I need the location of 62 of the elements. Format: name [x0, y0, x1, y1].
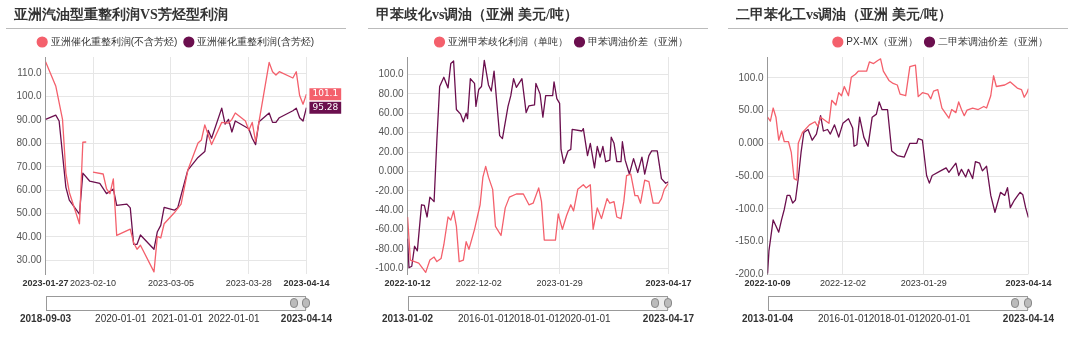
legend-label: 亚洲催化重整利润(含芳烃)	[197, 35, 315, 47]
y-tick-label: -50.00	[735, 169, 765, 181]
y-tick-label: 80.00	[16, 137, 43, 149]
legend-label: 甲苯调油价差（亚洲）	[588, 35, 688, 47]
y-tick-label: 90.00	[16, 113, 43, 125]
x-tick-label: 2023-04-14	[283, 278, 330, 289]
y-tick-label: 60.00	[378, 106, 405, 118]
x-tick-label: 2023-01-29	[900, 278, 947, 289]
x-tick-label: 2023-04-17	[645, 278, 692, 289]
x-tick-label: 2023-03-28	[225, 278, 272, 289]
x-tick-label: 2023-03-05	[147, 278, 194, 289]
y-tick-label: 50.00	[16, 207, 43, 219]
y-tick-label: -200.0	[735, 267, 765, 279]
y-tick-label: -100.0	[735, 202, 765, 214]
legend-label: 亚洲催化重整利润(不含芳烃)	[50, 35, 178, 47]
y-tick-label: -100.0	[375, 262, 405, 274]
x2-tick-label: 2023-04-14	[1002, 312, 1055, 324]
y-tick-label: -20.00	[375, 184, 405, 196]
y-tick-label: 100.0	[16, 90, 43, 102]
y-tick-label: 40.00	[16, 230, 43, 242]
y-tick-label: 100.0	[378, 68, 405, 80]
y-tick-label: 50.00	[738, 104, 765, 116]
x2-tick-label: 2020-01-01	[95, 312, 147, 324]
x-tick-label: 2022-10-12	[384, 278, 431, 289]
x2-tick-label: 2018-09-03	[20, 312, 72, 324]
annotation: 101.1	[312, 88, 339, 99]
x2-tick-label: 2023-04-14	[280, 312, 333, 324]
x-tick-label: 2023-01-29	[536, 278, 583, 289]
x-tick-label: 2022-10-09	[744, 278, 791, 289]
x2-tick-label: 2016-01-01	[817, 312, 870, 324]
y-tick-label: 40.00	[378, 126, 405, 138]
x2-tick-label: 2016-01-01	[457, 312, 510, 324]
y-tick-label: 0.000	[378, 165, 405, 177]
x-tick-label: 2022-12-02	[455, 278, 502, 289]
y-tick-label: 30.00	[16, 253, 43, 265]
chart-title: 甲苯歧化vs调油（亚洲 美元/吨）	[368, 4, 708, 29]
legend-label: 亚洲甲苯歧化利润（单吨）	[448, 35, 568, 47]
y-tick-label: 20.00	[378, 145, 405, 157]
chart-title: 二甲苯化工vs调油（亚洲 美元/吨）	[728, 4, 1068, 29]
y-tick-label: 110.0	[17, 67, 42, 79]
x2-tick-label: 2013-01-04	[742, 312, 794, 324]
x-tick-label: 2023-02-10	[69, 278, 117, 289]
x-tick-label: 2022-12-02	[819, 278, 866, 289]
x2-tick-label: 2013-01-02	[382, 312, 434, 324]
y-tick-label: 60.00	[16, 183, 43, 195]
y-tick-label: -40.00	[375, 203, 405, 215]
y-tick-label: 100.0	[738, 71, 765, 83]
x2-tick-label: 2021-01-01	[151, 312, 204, 324]
y-tick-label: 0.000	[738, 137, 765, 149]
x2-tick-label: 2023-04-17	[642, 312, 695, 324]
y-tick-label: -150.0	[735, 235, 765, 247]
x-tick-label: 2023-04-14	[1005, 278, 1052, 289]
legend-label: PX-MX（亚洲）	[846, 35, 918, 47]
annotation: 95.28	[312, 102, 339, 113]
y-tick-label: 80.00	[378, 87, 405, 99]
x2-tick-label: 2022-01-01	[208, 312, 260, 324]
y-tick-label: 70.00	[16, 160, 43, 172]
y-tick-label: -60.00	[375, 223, 405, 235]
x-tick-label: 2023-01-27	[22, 278, 69, 289]
chart-title: 亚洲汽油型重整利润VS芳烃型利润	[6, 4, 346, 29]
legend-label: 二甲苯调油价差（亚洲）	[938, 35, 1048, 47]
y-tick-label: -80.00	[375, 242, 405, 254]
